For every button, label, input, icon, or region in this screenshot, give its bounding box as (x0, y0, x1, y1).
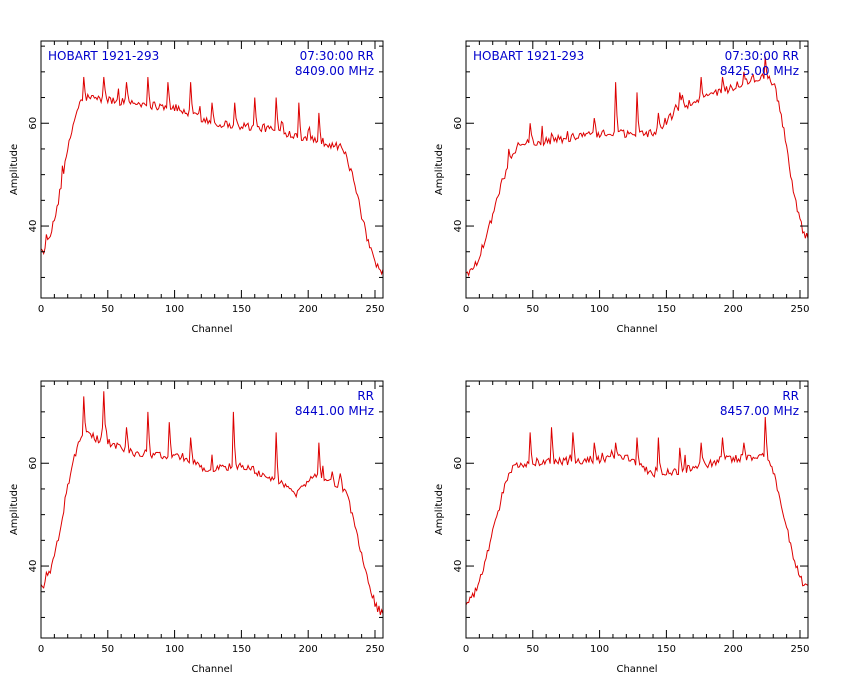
x-tick-label: 150 (232, 644, 251, 655)
x-tick-label: 250 (790, 304, 809, 315)
y-tick-label: 60 (453, 457, 464, 470)
series-line (40, 391, 384, 615)
y-axis-label: Amplitude (9, 144, 20, 195)
x-tick-label: 100 (165, 644, 184, 655)
x-tick-label: 150 (232, 304, 251, 315)
x-tick-label: 50 (526, 304, 539, 315)
time-polarization: RR (782, 389, 799, 403)
y-tick-label: 40 (453, 560, 464, 573)
chart-panel-2: 0 50 100 150 200 250 40 60 Channel Amplitude HOBAR… (434, 40, 810, 335)
plot-frame (40, 380, 384, 639)
series-line (465, 416, 809, 606)
chart-panel-4: 0 50 100 150 200 250 40 60 Channel Amplitude RR845… (434, 380, 810, 675)
chart-panel-1: 0 50 100 150 200 250 40 60 Channel Amplitude HOBAR… (9, 40, 385, 335)
time-polarization: 07:30:00 RR (300, 49, 374, 63)
frequency-label: 8457.00 MHz (720, 404, 799, 418)
y-tick-label: 40 (28, 220, 39, 233)
x-tick-label: 150 (657, 644, 676, 655)
source-name: HOBART 1921-293 (473, 49, 584, 63)
y-tick-label: 60 (28, 457, 39, 470)
y-axis-label: Amplitude (9, 484, 20, 535)
x-tick-label: 0 (463, 304, 469, 315)
y-tick-label: 60 (453, 117, 464, 130)
frequency-label: 8441.00 MHz (295, 404, 374, 418)
plot-frame (40, 40, 384, 299)
x-axis-label: Channel (616, 664, 657, 675)
time-polarization: RR (357, 389, 374, 403)
x-tick-label: 100 (165, 304, 184, 315)
x-axis-label: Channel (191, 664, 232, 675)
x-axis-label: Channel (616, 324, 657, 335)
plot-frame (465, 380, 809, 639)
x-axis-label: Channel (191, 324, 232, 335)
x-tick-label: 150 (657, 304, 676, 315)
x-tick-label: 250 (365, 304, 384, 315)
y-axis-label: Amplitude (434, 484, 445, 535)
x-tick-label: 200 (299, 304, 318, 315)
x-tick-label: 0 (38, 304, 44, 315)
source-name: HOBART 1921-293 (48, 49, 159, 63)
y-axis-label: Amplitude (434, 144, 445, 195)
y-tick-label: 40 (453, 220, 464, 233)
frequency-label: 8409.00 MHz (295, 64, 374, 78)
x-tick-label: 50 (101, 644, 114, 655)
series-line (465, 56, 809, 277)
time-polarization: 07:30:00 RR (725, 49, 799, 63)
x-tick-label: 200 (724, 644, 743, 655)
y-tick-label: 60 (28, 117, 39, 130)
x-tick-label: 250 (365, 644, 384, 655)
x-tick-label: 0 (463, 644, 469, 655)
x-tick-label: 100 (590, 304, 609, 315)
chart-panel-3: 0 50 100 150 200 250 40 60 Channel Amplitude RR844… (9, 380, 385, 675)
x-tick-label: 50 (101, 304, 114, 315)
plot-frame (465, 40, 809, 299)
frequency-label: 8425.00 MHz (720, 64, 799, 78)
x-tick-label: 100 (590, 644, 609, 655)
series-line (40, 76, 384, 276)
x-tick-label: 0 (38, 644, 44, 655)
x-tick-label: 200 (724, 304, 743, 315)
x-tick-label: 250 (790, 644, 809, 655)
y-tick-label: 40 (28, 560, 39, 573)
x-tick-label: 200 (299, 644, 318, 655)
x-tick-label: 50 (526, 644, 539, 655)
